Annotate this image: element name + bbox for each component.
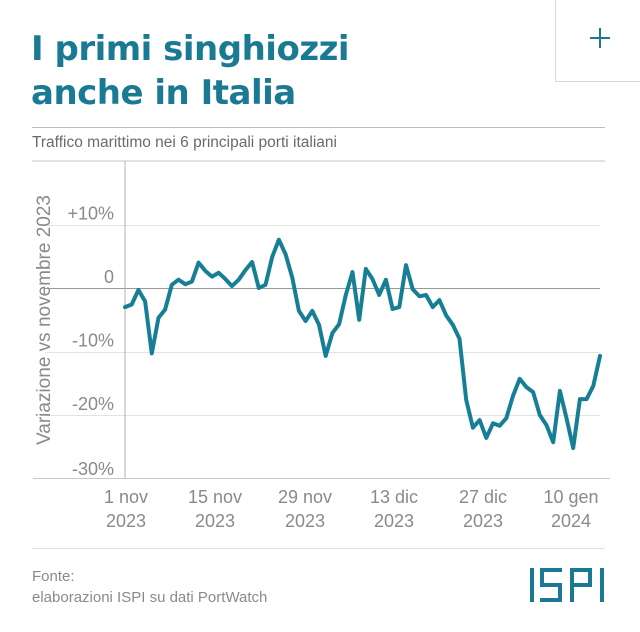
y-tick-label: -10% — [72, 331, 114, 351]
x-tick-label: 2023 — [285, 511, 325, 531]
chart-title: I primi singhiozzi anche in Italia — [31, 27, 350, 115]
y-gridlines — [33, 225, 610, 479]
footer-divider — [32, 548, 605, 549]
source-note: Fonte: elaborazioni ISPI su dati PortWat… — [32, 566, 267, 608]
y-axis-label: Variazione vs novembre 2023 — [34, 195, 55, 445]
x-tick-label: 13 dic — [370, 487, 418, 507]
ispi-logo[interactable]: ISPI — [528, 566, 606, 606]
title-line-2: anche in Italia — [31, 73, 296, 113]
x-tick-label: 27 dic — [459, 487, 507, 507]
title-line-1: I primi singhiozzi — [31, 29, 350, 69]
y-tick-label: +10% — [67, 204, 114, 224]
title-divider — [32, 127, 605, 128]
x-tick-label: 2023 — [463, 511, 503, 531]
source-label: Fonte: — [32, 568, 75, 585]
x-tick-label: 10 gen — [543, 487, 598, 507]
x-tick-label: 1 nov — [104, 487, 148, 507]
plus-icon — [590, 28, 610, 48]
x-tick-label: 15 nov — [188, 487, 242, 507]
x-tick-label: 2024 — [551, 511, 591, 531]
y-tick-label: 0 — [104, 267, 114, 287]
line-chart: Variazione vs novembre 2023 +10% 0 -10% -20… — [32, 160, 610, 531]
source-text: elaborazioni ISPI su dati PortWatch — [32, 589, 268, 606]
x-tick-label: 2023 — [106, 511, 146, 531]
chart-subtitle: Traffico marittimo nei 6 principali port… — [32, 134, 337, 151]
data-line — [123, 237, 602, 450]
x-tick-labels: 1 nov 2023 15 nov 2023 29 nov 2023 13 dic 2023 2… — [104, 487, 599, 531]
y-tick-label: -30% — [72, 459, 114, 479]
y-tick-labels: +10% 0 -10% -20% -30% — [67, 204, 114, 480]
x-tick-label: 2023 — [195, 511, 235, 531]
x-tick-label: 29 nov — [278, 487, 332, 507]
expand-button[interactable] — [555, 0, 640, 82]
y-tick-label: -20% — [72, 394, 114, 414]
x-tick-label: 2023 — [374, 511, 414, 531]
